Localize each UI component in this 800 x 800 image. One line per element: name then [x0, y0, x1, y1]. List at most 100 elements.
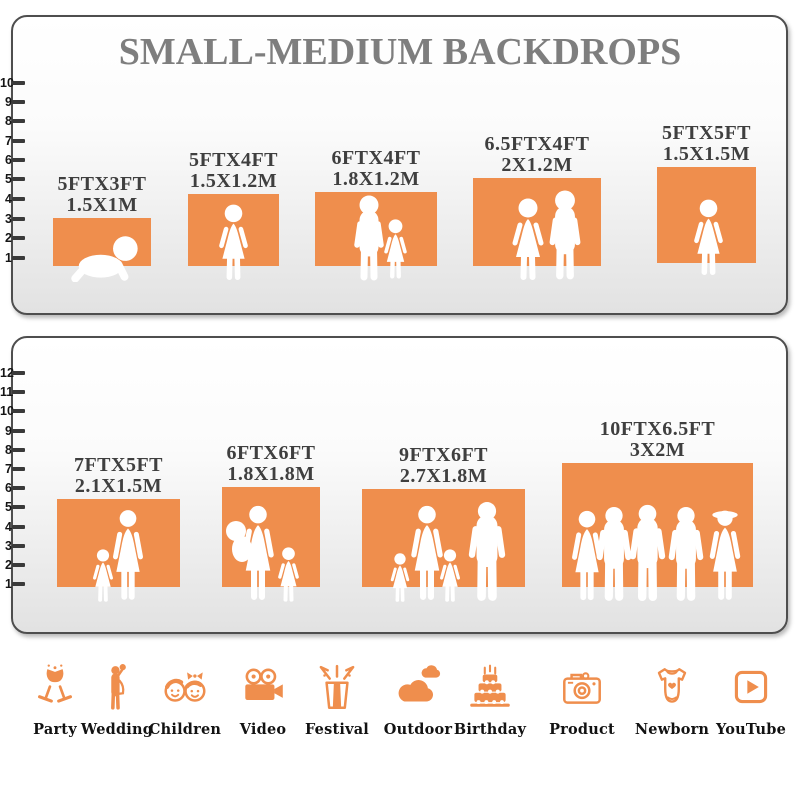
- ruler-number: 3: [5, 211, 12, 226]
- ruler-number: 8: [5, 113, 12, 128]
- backdrop-5ftx4ft: 5FTX4FT 1.5X1.2M: [188, 148, 279, 266]
- ruler-tick: 7: [0, 461, 25, 477]
- category-party: Party: [7, 663, 103, 738]
- ruler-tick-bar: [12, 158, 25, 162]
- size-ft-label: 6FTX6FT: [226, 442, 316, 464]
- size-ft-label: 6FTX4FT: [331, 147, 421, 169]
- birthday-cake-icon: [470, 664, 510, 707]
- size-m-label: 3X2M: [629, 439, 686, 461]
- category-label: Birthday: [453, 721, 527, 738]
- outdoor-clouds-icon: [398, 665, 441, 702]
- ruler-tick: 3: [0, 211, 25, 227]
- category-video: Video: [215, 663, 311, 738]
- backdrop-6ftx6ft: 6FTX6FT 1.8X1.8M: [222, 441, 320, 587]
- size-m-label: 1.8X1.2M: [332, 168, 420, 190]
- ruler-number: 1: [5, 250, 12, 265]
- festival-gift-icon: [319, 664, 355, 710]
- category-label: Wedding: [80, 721, 154, 738]
- backdrop-rect: [562, 463, 753, 587]
- backdrop-size-label: 5FTX3FT 1.5X1M: [53, 172, 151, 218]
- ruler-tick: 6: [0, 152, 25, 168]
- backdrop-size-label: 6.5FTX4FT 2X1.2M: [473, 132, 601, 178]
- backdrop-rect: [473, 178, 601, 266]
- ruler-tick: 2: [0, 230, 25, 246]
- backdrop-9ftx6ft: 9FTX6FT 2.7X1.8M: [362, 443, 525, 587]
- toddler-girl-silhouette: [188, 194, 279, 282]
- backdrop-rect: [315, 192, 437, 266]
- ruler-tick-bar: [12, 448, 25, 452]
- ruler-tick-bar: [12, 197, 25, 201]
- ruler-tick: 10: [0, 75, 25, 91]
- backdrop-size-label: 6FTX4FT 1.8X1.2M: [315, 146, 437, 192]
- size-m-label: 1.5X1M: [66, 194, 138, 216]
- mother-and-child-silhouette: [92, 499, 180, 602]
- category-outdoor: Outdoor: [370, 663, 466, 738]
- ruler-tick: 9: [0, 423, 25, 439]
- ruler-tick: 5: [0, 171, 25, 187]
- category-label: Outdoor: [383, 721, 453, 738]
- size-ft-label: 5FTX4FT: [188, 149, 279, 171]
- size-ft-label: 6.5FTX4FT: [484, 133, 590, 155]
- size-m-label: 2.1X1.5M: [74, 475, 163, 497]
- ruler-tick-bar: [12, 544, 25, 548]
- ruler-tick: 7: [0, 133, 25, 149]
- ruler-tick: 8: [0, 113, 25, 129]
- ruler-tick: 3: [0, 538, 25, 554]
- ruler-tick: 10: [0, 403, 25, 419]
- ruler-tick-bar: [12, 139, 25, 143]
- ruler-tick-bar: [12, 409, 25, 413]
- category-children: Children: [137, 663, 233, 738]
- ruler-number: 10: [0, 75, 14, 90]
- ruler-tick: 2: [0, 557, 25, 573]
- backdrop-rect: [57, 499, 180, 602]
- ruler-number: 10: [0, 403, 14, 418]
- ruler-tick: 11: [0, 384, 25, 400]
- backdrop-10ftx6p5ft: 10FTX6.5FT 3X2M: [562, 417, 753, 587]
- ruler-tick-bar: [12, 177, 25, 181]
- ruler-tick-bar: [12, 119, 25, 123]
- page-title: SMALL-MEDIUM BACKDROPS: [118, 31, 682, 73]
- ruler-number: 9: [5, 423, 12, 438]
- size-ft-label: 10FTX6.5FT: [599, 418, 716, 440]
- ruler-number: 5: [5, 171, 12, 186]
- backdrop-rect: [53, 218, 151, 266]
- size-ft-label: 7FTX5FT: [73, 454, 164, 476]
- category-label: Festival: [304, 721, 370, 738]
- crawling-baby-silhouette: [53, 218, 151, 282]
- wedding-couple-icon: [111, 664, 126, 710]
- size-ft-label: 9FTX6FT: [398, 444, 489, 466]
- size-ft-label: 5FTX5FT: [661, 122, 752, 144]
- backdrop-size-label: 9FTX6FT 2.7X1.8M: [362, 443, 525, 489]
- ruler-number: 4: [5, 191, 12, 206]
- backdrop-6ftx4ft: 6FTX4FT 1.8X1.2M: [315, 146, 437, 266]
- ruler-number: 1: [5, 576, 12, 591]
- ruler-tick: 12: [0, 365, 25, 381]
- youtube-play-icon: [734, 670, 768, 704]
- ruler-number: 12: [0, 365, 14, 380]
- size-m-label: 1.5X1.2M: [189, 170, 278, 192]
- ruler-tick: 8: [0, 442, 25, 458]
- ruler-tick: 4: [0, 519, 25, 535]
- toddler-girl-silhouette: [657, 167, 756, 279]
- category-product: Product: [534, 663, 630, 738]
- category-label: Party: [33, 721, 77, 738]
- ruler-number: 9: [5, 94, 12, 109]
- ruler-tick-bar: [12, 100, 25, 104]
- ruler-number: 8: [5, 442, 12, 457]
- backdrop-rect: [222, 487, 320, 587]
- backdrop-rect: [188, 194, 279, 266]
- girl-and-boy-silhouette: [473, 178, 601, 282]
- ruler-tick: 9: [0, 94, 25, 110]
- video-camera-icon: [245, 668, 283, 700]
- ruler-tick-bar: [12, 81, 25, 85]
- backdrop-size-label: 5FTX4FT 1.5X1.2M: [188, 148, 279, 194]
- ruler-number: 2: [5, 557, 12, 572]
- category-label: Newborn: [634, 721, 710, 738]
- category-label: Children: [148, 721, 222, 738]
- ruler-tick-bar: [12, 505, 25, 509]
- category-label: Video: [239, 721, 287, 738]
- ruler-tick: 1: [0, 250, 25, 266]
- ruler-tick: 4: [0, 191, 25, 207]
- party-glasses-icon: [38, 664, 72, 703]
- ruler-tick-bar: [12, 256, 25, 260]
